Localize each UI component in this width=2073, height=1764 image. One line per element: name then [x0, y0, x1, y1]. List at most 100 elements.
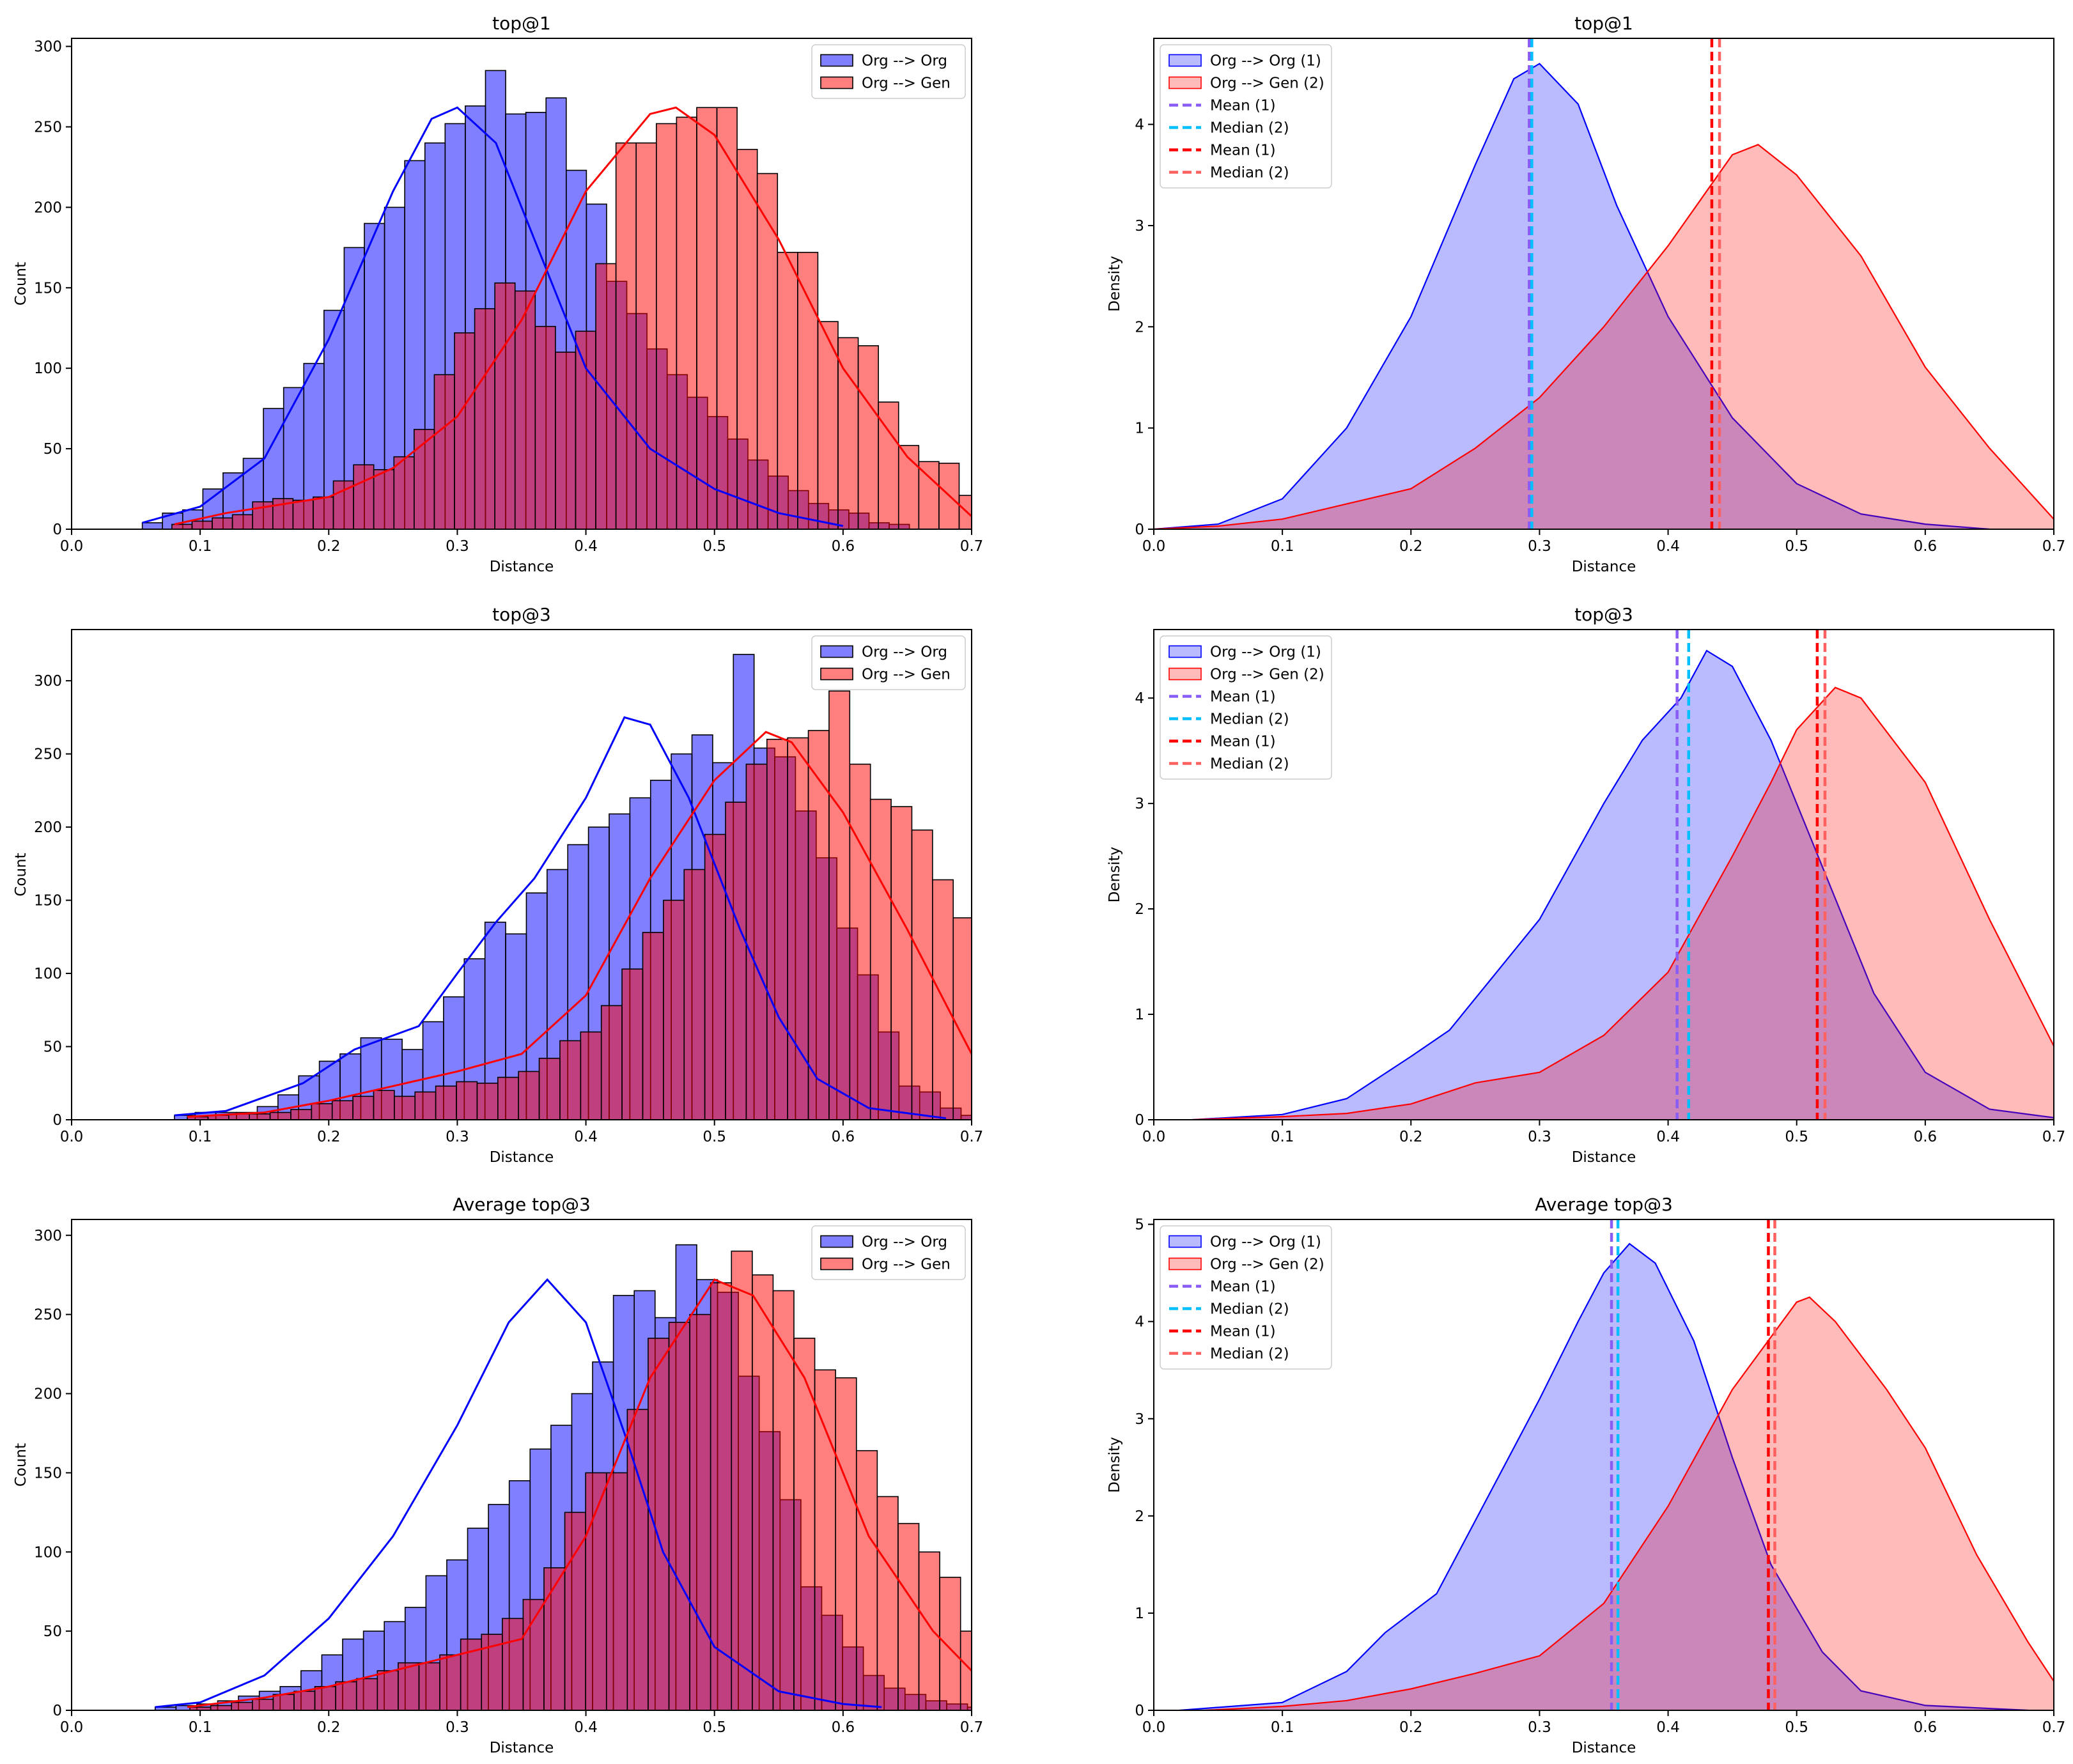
legend-label: Median (2): [1210, 120, 1289, 137]
x-tick-label: 0.6: [1914, 1719, 1937, 1736]
bar: [621, 968, 644, 1120]
legend-item: Org --> Org: [820, 1234, 947, 1251]
legend: Org --> Org (1) Org --> Gen (2) Mean (1) Me…: [1160, 635, 1332, 780]
legend-item: Mean (1): [1169, 734, 1276, 750]
bar: [939, 1577, 961, 1710]
bar: [1020, 513, 1040, 529]
bar: [952, 917, 972, 1120]
x-axis: 0.0 0.1 0.2 0.3 0.4 0.5 0.6 0.7: [1142, 529, 2065, 555]
legend-item: Org --> Org (1): [1168, 1234, 1321, 1251]
bar: [514, 290, 536, 529]
chart-title: Average top@3: [453, 1194, 591, 1215]
bar: [918, 1551, 940, 1710]
y-tick-label: 0: [1135, 1112, 1144, 1129]
bar: [398, 1662, 420, 1710]
y-tick-label: 2: [1135, 901, 1144, 918]
legend-label: Median (2): [1210, 1301, 1289, 1318]
x-tick-label: 0.1: [189, 538, 212, 555]
bar: [373, 469, 395, 529]
bar: [559, 1040, 582, 1120]
legend-item: Mean (1): [1169, 1324, 1276, 1340]
legend-label: Org --> Gen (2): [1210, 1257, 1324, 1273]
bar: [373, 1090, 395, 1120]
y-axis-label: Density: [1106, 1437, 1123, 1492]
bar: [683, 869, 706, 1120]
density-line: [1154, 63, 1990, 529]
legend-item: Median (2): [1169, 756, 1289, 773]
legend-box: [1160, 1225, 1332, 1370]
bar: [494, 282, 516, 529]
legend-label: Mean (1): [1210, 734, 1276, 750]
x-tick-label: 0.4: [574, 1129, 598, 1145]
y-axis-label: Count: [13, 1443, 29, 1487]
bar: [502, 1618, 524, 1710]
legend: Org --> Org Org --> Gen: [811, 44, 966, 99]
bar: [817, 321, 839, 529]
bar: [435, 1085, 457, 1120]
axes-frame: [1153, 38, 2054, 530]
bar: [777, 252, 798, 529]
bar: [543, 1567, 566, 1710]
series-org-gen: [187, 690, 1057, 1120]
y-axis-label: Count: [13, 853, 29, 896]
bar: [414, 1091, 437, 1120]
chart-6: 0.0 0.1 0.2 0.3 0.4 0.5 0.6 0.7 0 1 2 3 4 5 Average to…: [1106, 1194, 2065, 1756]
chart-1: 0.0 0.1 0.2 0.3 0.4 0.5 0.6 0.7 0 50 100 150 200 250 3…: [13, 13, 1040, 575]
kde-line: [187, 1278, 972, 1708]
legend: Org --> Org Org --> Gen: [811, 1225, 966, 1280]
bar: [314, 1686, 336, 1710]
bar: [890, 806, 913, 1120]
y-tick-label: 0: [1135, 522, 1144, 538]
y-tick-label: 50: [43, 441, 62, 458]
y-tick-label: 100: [34, 966, 62, 982]
legend-swatch: [820, 645, 853, 658]
legend-label: Org --> Org: [862, 644, 947, 661]
bar: [212, 517, 233, 529]
x-tick-label: 0.5: [703, 1129, 726, 1145]
legend-box: [1160, 635, 1332, 780]
x-tick-label: 0.2: [1399, 1719, 1423, 1736]
legend-item: Org --> Gen (2): [1168, 667, 1324, 683]
legend-item: Org --> Gen: [820, 75, 951, 92]
bar: [1023, 1678, 1044, 1710]
bar: [231, 1701, 253, 1710]
bar: [918, 461, 940, 529]
plot-area: [141, 70, 1040, 529]
legend-item: Median (2): [1169, 120, 1289, 137]
bar: [353, 464, 375, 529]
bar: [141, 522, 164, 529]
legend-swatch: [1168, 1257, 1202, 1271]
bar: [331, 1100, 353, 1120]
bar: [911, 829, 933, 1120]
legend-swatch: [1168, 1235, 1202, 1248]
x-axis-label: Distance: [490, 559, 554, 575]
legend-item: Median (2): [1169, 1346, 1289, 1363]
bar: [615, 142, 637, 529]
density-line: [1205, 1296, 2054, 1710]
legend-item: Org --> Org: [820, 644, 947, 661]
x-tick-label: 0.6: [1914, 1129, 1937, 1145]
bar: [335, 1681, 357, 1710]
kde-line: [174, 106, 972, 525]
bar: [696, 107, 718, 529]
x-tick-label: 0.1: [189, 1129, 212, 1145]
legend-swatch: [1168, 667, 1202, 681]
chart-4: 0.0 0.1 0.2 0.3 0.4 0.5 0.6 0.7 0 1 2 3 4 top@3 Distan…: [1106, 604, 2065, 1166]
legend-item: Org --> Org (1): [1168, 644, 1321, 661]
y-axis-label: Count: [13, 262, 29, 306]
x-axis-label: Distance: [490, 1740, 554, 1756]
y-tick-label: 0: [52, 1703, 62, 1719]
x-tick-label: 0.7: [960, 538, 984, 555]
x-tick-label: 0.5: [703, 1719, 726, 1736]
bar: [837, 337, 859, 529]
bar: [814, 1369, 836, 1710]
bar: [538, 1058, 561, 1120]
y-tick-label: 2: [1135, 1508, 1144, 1525]
legend-label: Org --> Gen: [862, 667, 951, 683]
x-tick-label: 0.5: [1785, 1719, 1808, 1736]
bar: [626, 1409, 649, 1710]
legend-label: Org --> Org: [862, 1234, 947, 1251]
x-tick-label: 0.1: [189, 1719, 212, 1736]
bar: [1036, 1049, 1057, 1120]
